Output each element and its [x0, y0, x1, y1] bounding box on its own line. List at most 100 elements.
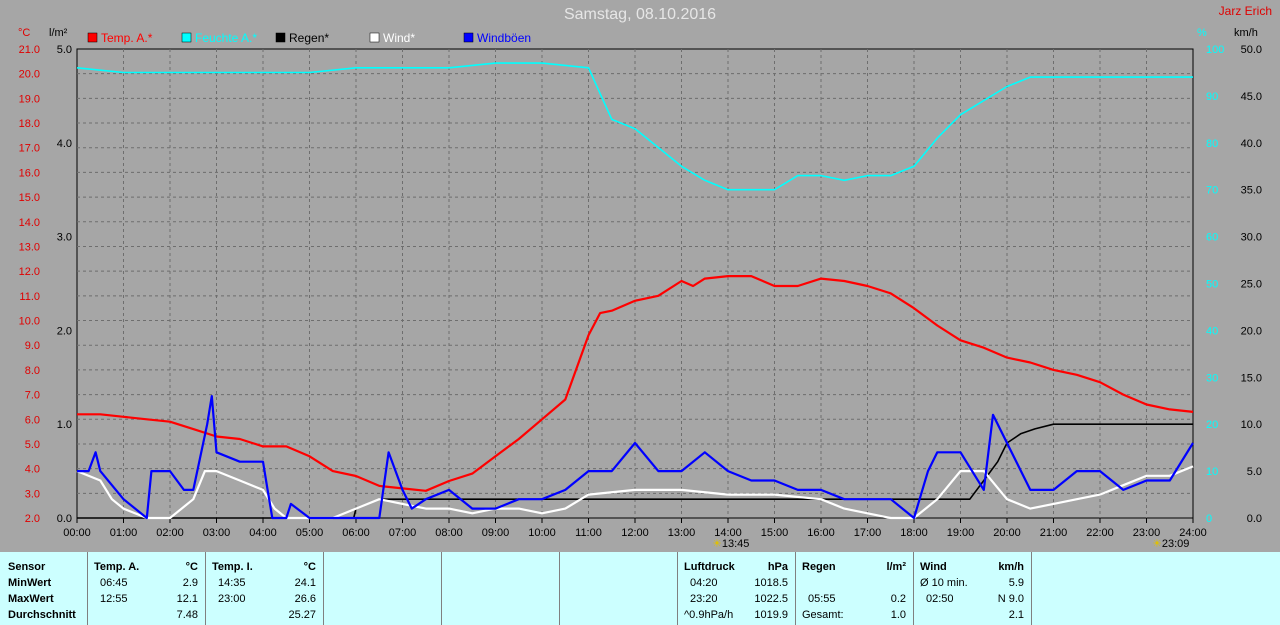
sensor-header: Sensor	[8, 561, 46, 573]
humidity-tick-label: 80	[1206, 138, 1218, 150]
time-tick-label: 13:00	[668, 527, 696, 539]
temp-a-min-value: 2.9	[182, 577, 198, 589]
rain-header: Regen	[802, 561, 836, 573]
legend-label: Regen*	[289, 31, 329, 45]
time-tick-label: 16:00	[807, 527, 835, 539]
temp-tick-label: 18.0	[19, 118, 40, 130]
pressure-max-value: 1022.5	[754, 593, 788, 605]
wind-tick-label: 30.0	[1241, 232, 1262, 244]
temp-axis-unit: °C	[18, 27, 30, 39]
time-tick-label: 07:00	[389, 527, 417, 539]
temp-a-unit: °C	[185, 561, 198, 573]
temp-tick-label: 7.0	[25, 390, 40, 402]
wind-max-time: 02:50	[926, 593, 954, 605]
temp-tick-label: 4.0	[25, 464, 40, 476]
wind-series-line	[77, 395, 1194, 520]
temp-tick-label: 14.0	[19, 217, 40, 229]
pressure-header: Luftdruck	[684, 561, 735, 573]
time-tick-label: 06:00	[342, 527, 370, 539]
sun-icon: ☀	[1152, 538, 1162, 550]
rain-unit: l/m²	[886, 561, 906, 573]
temp-tick-label: 13.0	[19, 241, 40, 253]
temp-a-max-time: 12:55	[100, 593, 128, 605]
rain-max-time: 05:55	[808, 593, 836, 605]
legend-label: Feuchte A.*	[195, 31, 257, 45]
wind-tick-label: 35.0	[1241, 185, 1262, 197]
legend-label: Wind*	[383, 31, 415, 45]
time-tick-label: 02:00	[156, 527, 184, 539]
rain-total-value: 1.0	[890, 609, 906, 621]
empty-column	[1031, 552, 1280, 625]
time-tick-label: 15:00	[761, 527, 789, 539]
empty-column	[323, 552, 442, 625]
wind-tick-label: 10.0	[1241, 419, 1262, 431]
temp-tick-label: 5.0	[25, 439, 40, 451]
humidity-tick-label: 70	[1206, 185, 1218, 197]
row-label-min: MinWert	[8, 577, 52, 589]
rain-total-label: Gesamt:	[802, 609, 844, 621]
humidity-tick-label: 30	[1206, 372, 1218, 384]
time-tick-label: 18:00	[900, 527, 928, 539]
temp-a-header: Temp. A.	[94, 561, 140, 573]
time-tick-label: 21:00	[1040, 527, 1068, 539]
empty-column	[441, 552, 560, 625]
temp-tick-label: 20.0	[19, 69, 40, 81]
temp-a-avg-value: 7.48	[176, 609, 198, 621]
temp-tick-label: 17.0	[19, 143, 40, 155]
wind-tick-label: 15.0	[1241, 372, 1262, 384]
temp-tick-label: 19.0	[19, 93, 40, 105]
time-tick-label: 14:00	[714, 527, 742, 539]
humidity-tick-label: 100	[1206, 44, 1224, 56]
pressure-trend: ^0.9hPa/h	[684, 609, 734, 621]
legend-swatch	[463, 32, 474, 43]
sun-icon: ☀	[712, 538, 722, 550]
time-tick-label: 24:00	[1179, 527, 1207, 539]
temperature-series-line	[77, 275, 1194, 492]
temp-a-min-time: 06:45	[100, 577, 128, 589]
wind-tick-label: 0.0	[1247, 513, 1262, 525]
temp-i-avg-value: 25.27	[288, 609, 316, 621]
sunset-time: 23:09	[1161, 538, 1190, 550]
sunrise-marker: ☀13:45	[712, 537, 749, 550]
legend-swatch	[87, 32, 98, 43]
temp-tick-label: 11.0	[19, 291, 40, 303]
weather-chart: 2.0 3.0 4.0 5.0 6.0 7.0 8.0 9.0 10.0 11.0 12.0 13.0…	[18, 27, 1262, 539]
temp-i-min-time: 14:35	[218, 577, 246, 589]
humidity-tick-label: 60	[1206, 232, 1218, 244]
wind-series-line	[76, 465, 1194, 520]
chart-axes: 2.0 3.0 4.0 5.0 6.0 7.0 8.0 9.0 10.0 11.0 12.0 13.0…	[19, 44, 1262, 539]
rain-tick-label: 2.0	[57, 325, 72, 337]
legend-swatch	[181, 32, 192, 43]
wind-tick-label: 25.0	[1241, 279, 1262, 291]
temp-tick-label: 10.0	[19, 316, 40, 328]
time-tick-label: 22:00	[1086, 527, 1114, 539]
wind-avg10-label: Ø 10 min.	[920, 577, 968, 589]
time-tick-label: 03:00	[203, 527, 231, 539]
temp-tick-label: 21.0	[19, 44, 40, 56]
wind-max-value: N 9.0	[997, 593, 1024, 605]
chart-legend: Temp. A.* Feuchte A.* Regen* Wind* Windböen	[87, 31, 531, 45]
rain-tick-label: 5.0	[57, 44, 72, 56]
wind-unit: km/h	[998, 561, 1024, 573]
temp-tick-label: 6.0	[25, 414, 40, 426]
pressure-unit: hPa	[767, 561, 788, 573]
wind-header: Wind	[920, 561, 947, 573]
temp-tick-label: 16.0	[19, 167, 40, 179]
time-tick-label: 05:00	[296, 527, 324, 539]
legend-label: Windböen	[477, 31, 531, 45]
temp-i-column: Temp. I. °C 14:35 24.1 23:00 26.6 25.27	[205, 552, 324, 625]
temp-tick-label: 12.0	[19, 266, 40, 278]
humidity-tick-label: 90	[1206, 91, 1218, 103]
legend-label: Temp. A.*	[101, 31, 153, 45]
temp-a-max-value: 12.1	[176, 593, 198, 605]
wind-tick-label: 50.0	[1241, 44, 1262, 56]
time-tick-label: 10:00	[528, 527, 556, 539]
temp-i-min-value: 24.1	[294, 577, 316, 589]
chart-title: Samstag, 08.10.2016	[563, 6, 717, 23]
time-tick-label: 20:00	[993, 527, 1021, 539]
pressure-avg-value: 1019.9	[754, 609, 788, 621]
row-label-avg: Durchschnitt	[8, 609, 76, 621]
rain-tick-label: 0.0	[57, 513, 72, 525]
wind-tick-label: 40.0	[1241, 138, 1262, 150]
time-tick-label: 08:00	[435, 527, 463, 539]
